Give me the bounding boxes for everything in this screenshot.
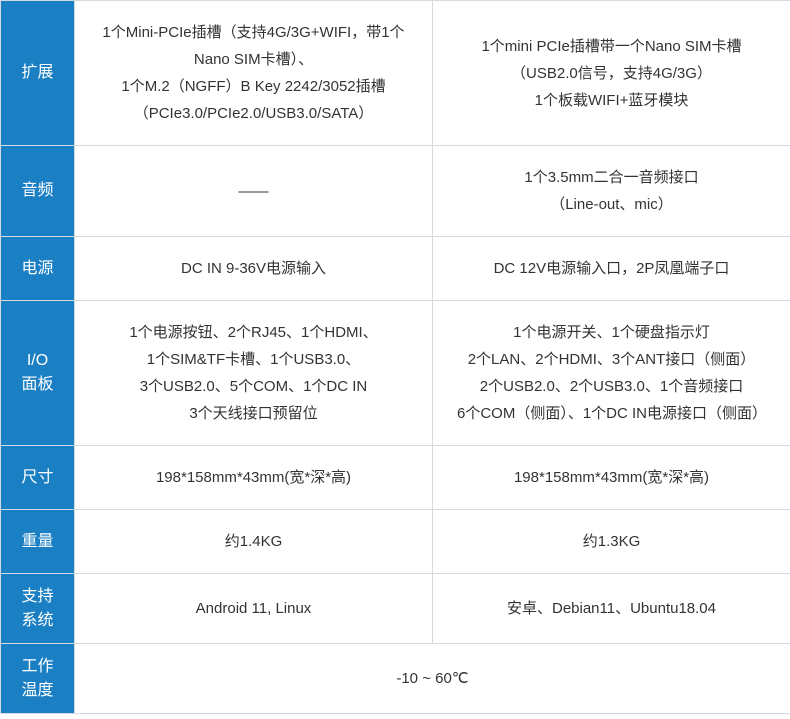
cell-expansion-col1: 1个Mini-PCIe插槽（支持4G/3G+WIFI，带1个Nano SIM卡槽… (75, 1, 433, 146)
cell-expansion-col2: 1个mini PCIe插槽带一个Nano SIM卡槽（USB2.0信号，支持4G… (433, 1, 790, 146)
row-header-expansion: 扩展 (1, 1, 75, 146)
row-header-os: 支持系统 (1, 574, 75, 644)
table-row: 重量 约1.4KG 约1.3KG (1, 510, 790, 574)
cell-weight-col2: 约1.3KG (433, 510, 790, 574)
cell-power-col2: DC 12V电源输入口，2P凤凰端子口 (433, 237, 790, 301)
row-header-temp: 工作温度 (1, 644, 75, 714)
row-header-audio: 音频 (1, 146, 75, 237)
cell-io-col1: 1个电源按钮、2个RJ45、1个HDMI、1个SIM&TF卡槽、1个USB3.0… (75, 301, 433, 446)
cell-os-col2: 安卓、Debian11、Ubuntu18.04 (433, 574, 790, 644)
table-row: 音频 —— 1个3.5mm二合一音频接口（Line-out、mic） (1, 146, 790, 237)
cell-io-col2: 1个电源开关、1个硬盘指示灯2个LAN、2个HDMI、3个ANT接口（侧面）2个… (433, 301, 790, 446)
cell-weight-col1: 约1.4KG (75, 510, 433, 574)
table-row: 工作温度 -10 ~ 60℃ (1, 644, 790, 714)
row-header-size: 尺寸 (1, 446, 75, 510)
cell-audio-col2: 1个3.5mm二合一音频接口（Line-out、mic） (433, 146, 790, 237)
cell-power-col1: DC IN 9-36V电源输入 (75, 237, 433, 301)
row-header-weight: 重量 (1, 510, 75, 574)
table-row: I/O面板 1个电源按钮、2个RJ45、1个HDMI、1个SIM&TF卡槽、1个… (1, 301, 790, 446)
cell-os-col1: Android 11, Linux (75, 574, 433, 644)
row-header-power: 电源 (1, 237, 75, 301)
table-row: 支持系统 Android 11, Linux 安卓、Debian11、Ubunt… (1, 574, 790, 644)
cell-size-col1: 198*158mm*43mm(宽*深*高) (75, 446, 433, 510)
table-row: 尺寸 198*158mm*43mm(宽*深*高) 198*158mm*43mm(… (1, 446, 790, 510)
row-header-io: I/O面板 (1, 301, 75, 446)
cell-temp-merged: -10 ~ 60℃ (75, 644, 790, 714)
cell-audio-col1: —— (75, 146, 433, 237)
spec-table: 扩展 1个Mini-PCIe插槽（支持4G/3G+WIFI，带1个Nano SI… (0, 0, 790, 714)
cell-size-col2: 198*158mm*43mm(宽*深*高) (433, 446, 790, 510)
table-row: 电源 DC IN 9-36V电源输入 DC 12V电源输入口，2P凤凰端子口 (1, 237, 790, 301)
table-row: 扩展 1个Mini-PCIe插槽（支持4G/3G+WIFI，带1个Nano SI… (1, 1, 790, 146)
